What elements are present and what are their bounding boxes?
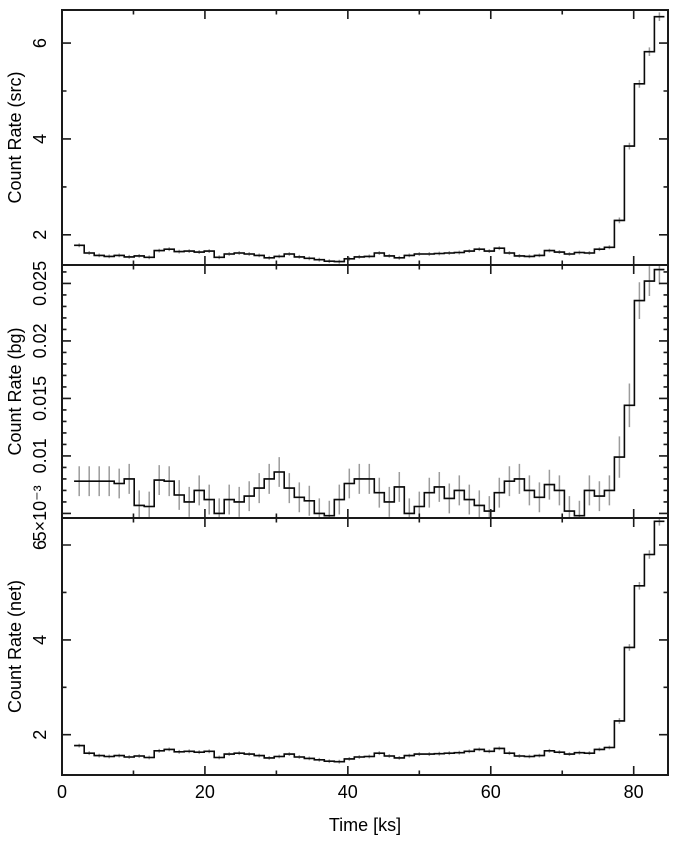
x-tick-label: 60 [481,782,501,802]
y-tick-label-src: 4 [30,134,50,144]
panel-border-src [61,9,669,266]
panel-data-src [74,12,665,264]
x-tick-label: 40 [338,782,358,802]
y-tick-label-bg: 0.01 [30,438,50,473]
ticks-net [61,518,668,775]
x-tick-label: 80 [624,782,644,802]
error-bars-bg [74,265,665,518]
y-tick-label-net: 2 [30,730,50,740]
y-tick-label-src: 2 [30,230,50,240]
panel-data-bg [74,265,665,518]
panel-net: 2 4 6 [30,517,669,776]
panel-border-bg [61,264,669,519]
lightcurve-step-net [74,520,665,763]
y-tick-label-bg: 0.02 [30,323,50,358]
panel-data-net [74,518,665,764]
y-tick-label-net: 6 [30,540,50,550]
y-axis-title-net: Count Rate (net) [5,580,25,713]
x-axis-title: Time [ks] [329,815,401,835]
ticks-src [61,10,668,265]
x-tick-label: 20 [195,782,215,802]
lightcurve-step-bg [74,268,665,517]
x-tick-label: 0 [57,782,67,802]
panel-src: 2 4 6 [30,9,669,266]
y-axis-title-src: Count Rate (src) [5,71,25,203]
error-bars-net [74,518,665,764]
y-axis-title-bg: Count Rate (bg) [5,327,25,455]
y-tick-label-net: 4 [30,635,50,645]
panel-bg: 5×10⁻³ 0.01 0.015 0.02 0.025 [30,261,669,541]
y-tick-label-src: 6 [30,38,50,48]
ticks-bg [61,265,668,518]
y-tick-label-bg: 0.015 [30,376,50,421]
y-tick-label-bg: 0.025 [30,261,50,306]
error-bars-src [74,12,665,264]
panel-border-net [61,517,669,776]
lightcurve-step-src [74,15,665,263]
y-tick-label-bg: 5×10⁻³ [30,485,50,541]
